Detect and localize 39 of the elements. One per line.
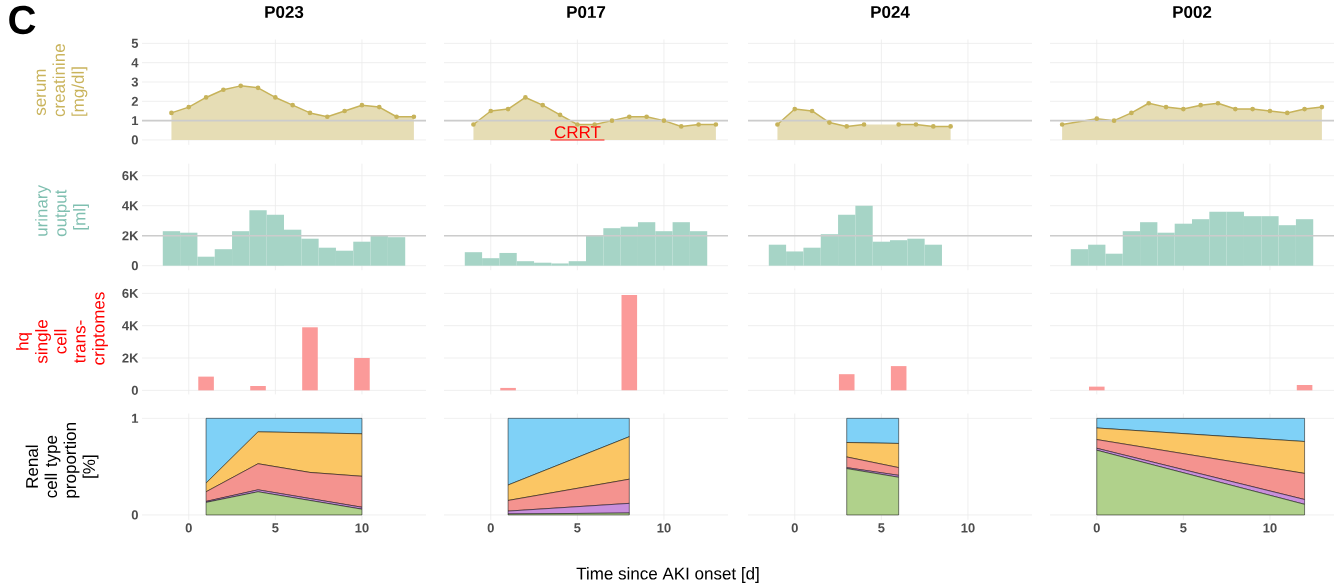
y-tick-label: 2K	[122, 353, 139, 363]
chart-title: P023	[265, 5, 304, 19]
y-tick-label: 0	[131, 135, 138, 145]
y-tick-label: 2K	[122, 231, 139, 241]
y-tick-label: 6K	[122, 288, 139, 298]
x-tick-label: 5	[878, 523, 885, 533]
x-tick-label: 10	[961, 523, 975, 533]
x-tick-label: 5	[1180, 523, 1187, 533]
y-tick-label: 2	[131, 96, 138, 106]
x-tick-label: 0	[791, 523, 798, 533]
annotation: CRRT	[554, 126, 601, 139]
text: C	[9, 5, 36, 35]
y-tick-label: 4	[131, 58, 139, 68]
chart-title: P017	[567, 5, 606, 19]
x-tick-label: 5	[574, 523, 581, 533]
y-tick-label: 1	[132, 413, 139, 423]
y-tick-label: 3	[131, 77, 139, 87]
x-tick-label: 0	[1093, 523, 1100, 533]
chart-title: P002	[1173, 5, 1212, 19]
y-tick-label: 0	[131, 261, 138, 271]
y-tick-label: 6K	[122, 171, 139, 181]
y-tick-label: 5	[131, 38, 139, 48]
y-axis-title: Renal cell type proportion [%]	[25, 423, 99, 498]
y-axis-title: urinary output [ml]	[35, 184, 89, 237]
y-axis-title: serum creatinine [mg/dl]	[36, 44, 88, 117]
y-tick-label: 4K	[122, 321, 139, 331]
y-tick-label: 4K	[122, 201, 139, 211]
x-tick-label: 10	[657, 523, 671, 533]
y-tick-label: 1	[132, 116, 139, 126]
x-tick-label: 10	[355, 523, 369, 533]
y-tick-label: 0	[131, 510, 138, 520]
x-tick-label: 10	[1263, 523, 1277, 533]
x-tick-label: 0	[185, 523, 192, 533]
y-tick-label: 0	[131, 385, 138, 395]
x-axis-title: Time since AKI onset [d]	[576, 567, 759, 583]
chart-title: P024	[871, 5, 910, 19]
y-axis-title: hq single cell trans-criptomes	[16, 292, 108, 365]
x-tick-label: 0	[487, 523, 494, 533]
x-tick-label: 5	[272, 523, 279, 533]
